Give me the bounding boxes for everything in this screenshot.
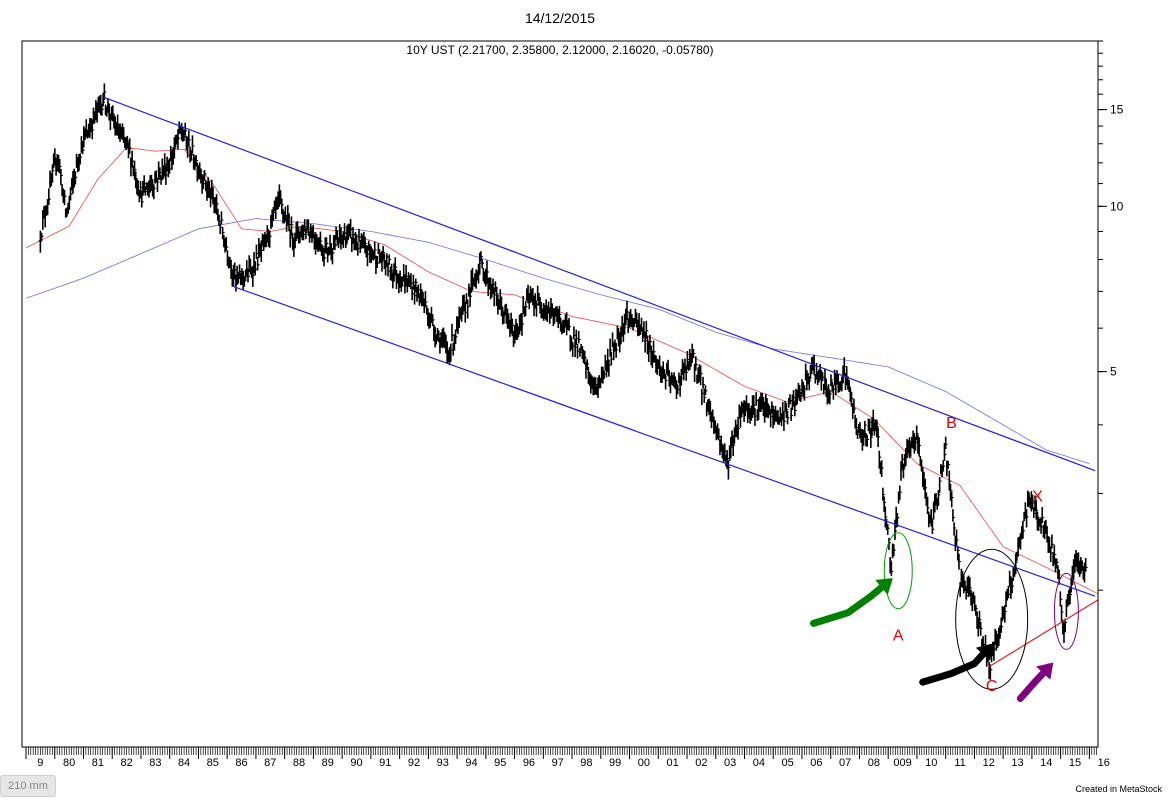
highlight-ellipse [883,532,913,610]
x-tick-label: 96 [523,757,535,769]
x-tick-label: 87 [264,757,276,769]
x-tick-label: 99 [609,757,621,769]
wave-label: C [986,678,998,695]
x-tick-label: 06 [810,757,822,769]
x-tick-label: 04 [753,757,765,769]
x-tick-label: 03 [724,757,736,769]
hand-drawn-arrow [810,578,892,627]
x-tick-label: 97 [552,757,564,769]
x-tick-label: 009 [893,757,911,769]
x-tick-label: 11 [954,757,965,769]
x-tick-label: 14 [1040,757,1052,769]
x-tick-label: 92 [408,757,420,769]
channel-upper-line [103,96,1096,472]
chart-date: 14/12/2015 [525,10,595,26]
x-tick-label: 81 [92,757,104,769]
wave-label: X [1032,489,1043,506]
x-tick-label: 82 [120,757,132,769]
x-tick-label: 02 [695,757,707,769]
footer-credit: Created in MetaStock [1075,784,1162,794]
x-tick-label: 9 [37,757,43,769]
slow-moving-average [25,218,1090,464]
y-tick-label: 10 [1110,199,1124,213]
highlight-ellipse [955,548,1029,690]
arrow-head [875,578,893,595]
x-tick-label: 88 [293,757,305,769]
x-tick-label: 95 [494,757,506,769]
y-tick-label: 5 [1110,365,1117,379]
support-line [988,599,1099,668]
x-tick-label: 12 [983,757,995,769]
x-tick-label: 90 [350,757,362,769]
x-tick-label: 83 [149,757,161,769]
x-tick-label: 08 [868,757,880,769]
plot-frame [21,40,1099,748]
x-tick-label: 10 [925,757,937,769]
x-tick-label: 89 [322,757,334,769]
channel-lower-line [232,285,1096,597]
hand-drawn-arrow [919,644,993,686]
x-tick-label: 00 [638,757,650,769]
x-tick-label: 93 [437,757,449,769]
x-tick-label: 85 [207,757,219,769]
fast-moving-average [25,146,1099,595]
x-tick-label: 15 [1069,757,1081,769]
wave-label: B [946,415,957,432]
arrow-head [975,643,993,661]
x-tick-label: 16 [1098,757,1110,769]
x-tick-label: 13 [1011,757,1023,769]
x-tick-label: 91 [379,757,391,769]
y-tick-label: 15 [1110,103,1124,117]
wave-label: A [893,627,904,644]
x-tick-label: 80 [63,757,75,769]
x-tick-label: 98 [580,757,592,769]
chart-title: 10Y UST (2.21700, 2.35800, 2.12000, 2.16… [406,43,713,57]
x-tick-label: 01 [667,757,679,769]
x-tick-label: 86 [235,757,247,769]
arrow-head [1036,662,1054,680]
x-tick-label: 84 [178,757,190,769]
highlight-ellipse [1053,572,1079,650]
x-tick-label: 05 [781,757,793,769]
ruler-badge: 210 mm [0,775,56,797]
x-tick-label: 07 [839,757,851,769]
x-tick-label: 94 [465,757,477,769]
